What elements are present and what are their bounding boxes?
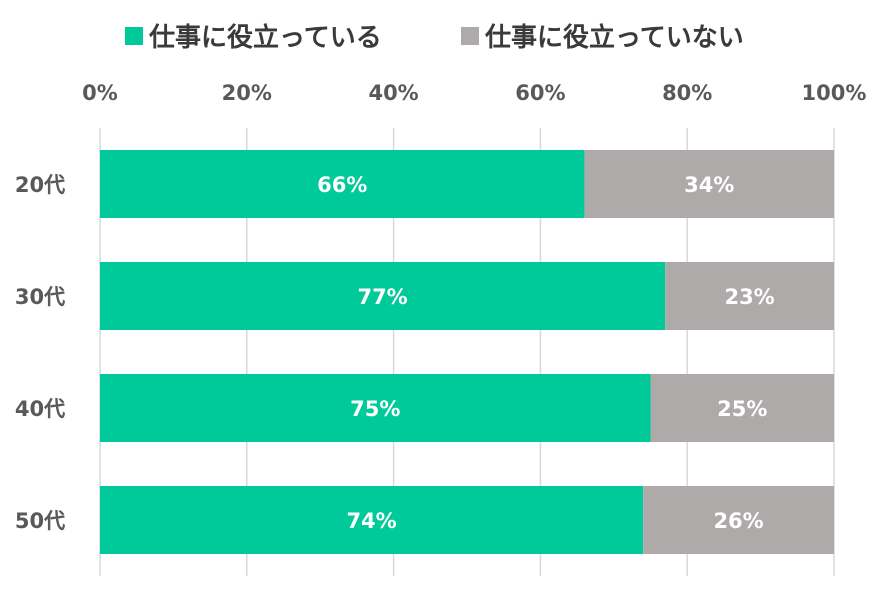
x-tick-label: 60%: [515, 81, 565, 105]
x-tick-label: 40%: [368, 81, 418, 105]
category-label: 50代: [15, 509, 65, 533]
data-label: 26%: [713, 509, 763, 533]
data-label: 23%: [724, 285, 774, 309]
data-label: 77%: [357, 285, 407, 309]
data-labels: 66% 34% 77% 23% 75% 25% 74% 26%: [317, 173, 775, 533]
x-tick-label: 0%: [82, 81, 118, 105]
data-label: 66%: [317, 173, 367, 197]
legend-label-1: 仕事に役立っている: [148, 22, 382, 53]
bar-segment: [100, 262, 666, 330]
bars: [100, 150, 834, 554]
legend-label-2: 仕事に役立っていない: [484, 22, 744, 53]
category-label: 20代: [15, 173, 65, 197]
bar-segment: [643, 486, 834, 554]
x-tick-label: 20%: [222, 81, 272, 105]
x-axis-tick-labels: 0% 20% 40% 60% 80% 100%: [82, 81, 866, 105]
legend-swatch-2: [461, 27, 479, 45]
x-tick-label: 80%: [662, 81, 712, 105]
legend: 仕事に役立っている 仕事に役立っていない: [125, 22, 744, 53]
data-label: 75%: [350, 397, 400, 421]
data-label: 74%: [346, 509, 396, 533]
data-label: 25%: [717, 397, 767, 421]
category-labels: 20代 30代 40代 50代: [15, 173, 65, 533]
data-label: 34%: [684, 173, 734, 197]
legend-swatch-1: [125, 27, 143, 45]
bar-segment: [100, 486, 644, 554]
bar-segment: [650, 374, 834, 442]
bar-segment: [100, 150, 585, 218]
bar-segment: [584, 150, 834, 218]
x-tick-label: 100%: [802, 81, 867, 105]
bar-segment: [100, 374, 651, 442]
category-label: 30代: [15, 285, 65, 309]
bar-segment: [665, 262, 834, 330]
category-label: 40代: [15, 397, 65, 421]
